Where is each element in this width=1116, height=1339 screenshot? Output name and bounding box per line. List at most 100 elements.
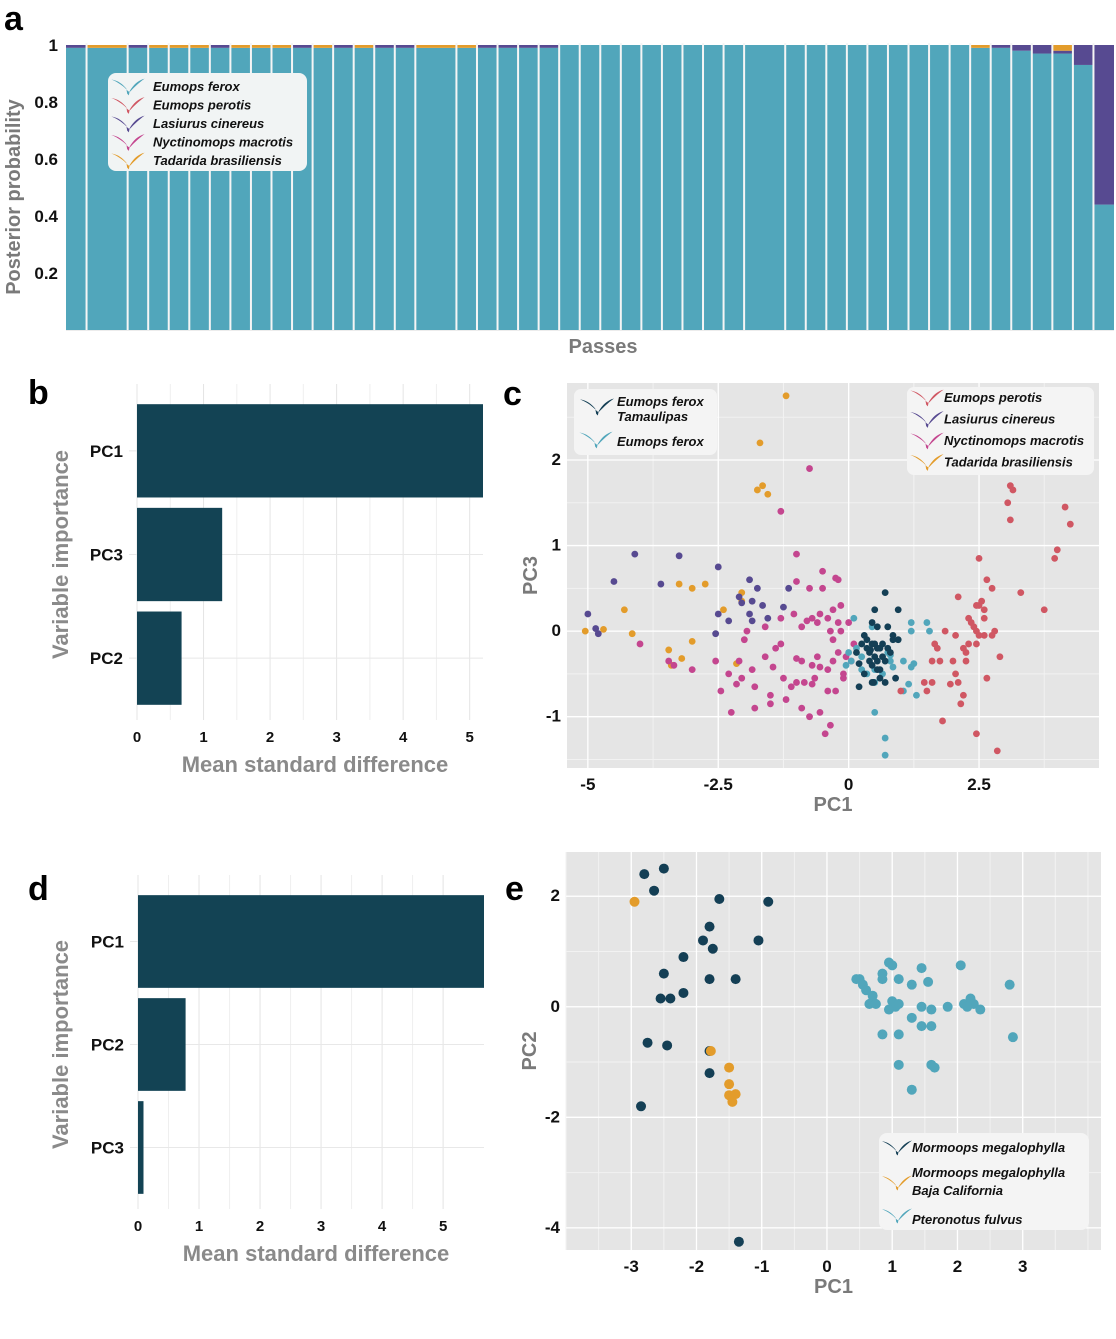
data-point	[642, 1037, 653, 1048]
bar-separator	[784, 43, 787, 330]
data-point	[1007, 1032, 1018, 1043]
data-point	[907, 619, 915, 626]
pass-bar	[393, 43, 416, 330]
bar-segment-lc	[66, 45, 87, 48]
bar-segment-lc	[209, 45, 231, 48]
data-point	[893, 1029, 904, 1040]
data-point	[829, 606, 837, 614]
bar-separator	[928, 43, 931, 330]
bar-segment-ef	[990, 47, 1012, 330]
bar-separator	[558, 43, 561, 330]
data-point	[863, 636, 871, 644]
bar-separator	[496, 43, 499, 330]
data-point	[871, 708, 879, 716]
legend-entry: Nyctinomops macrotis	[153, 135, 293, 150]
data-point	[877, 974, 888, 985]
data-point	[897, 687, 905, 695]
data-point	[876, 674, 884, 682]
data-point	[894, 606, 902, 614]
bar-segment-tb	[312, 45, 334, 48]
data-point	[873, 657, 881, 665]
bar-segment-ef	[456, 47, 477, 330]
data-point	[893, 999, 904, 1010]
x-tick-label: 1	[199, 729, 207, 746]
data-point	[657, 580, 665, 588]
bar-segment-lc	[497, 45, 519, 48]
x-tick-label: 2	[266, 729, 274, 746]
data-point	[725, 617, 733, 625]
data-point	[1004, 979, 1015, 990]
legend-entry: Eumops ferox	[617, 434, 704, 449]
y-tick-label: PC2	[91, 1036, 124, 1055]
x-tick-label: -3	[624, 1257, 639, 1276]
data-point	[735, 657, 743, 665]
data-point	[705, 1046, 716, 1056]
data-point	[1061, 503, 1069, 511]
data-point	[678, 655, 686, 662]
data-point	[756, 439, 764, 447]
data-point	[900, 657, 907, 665]
series-eumops-perotis	[897, 482, 1074, 755]
bar-separator	[969, 43, 972, 330]
bar-segment-ef	[497, 47, 519, 330]
bar-segment-tb	[970, 45, 991, 48]
bar-segment-lc	[374, 45, 395, 48]
data-point	[720, 606, 727, 614]
x-tick-label: -2.5	[704, 775, 733, 794]
bar-segment-lc	[394, 45, 416, 48]
data-point	[806, 584, 813, 592]
x-tick-label: 0	[134, 1218, 142, 1235]
data-point	[916, 1021, 927, 1032]
x-tick-label: -1	[754, 1257, 769, 1276]
legend-entry: Baja California	[912, 1183, 1003, 1198]
data-point	[845, 619, 853, 626]
data-point	[996, 653, 1004, 661]
data-point	[834, 649, 842, 656]
data-point	[923, 619, 931, 626]
data-point	[746, 610, 753, 618]
bar-segment-ef	[374, 47, 395, 330]
bar-separator	[393, 43, 396, 330]
data-point	[991, 627, 999, 635]
data-point	[780, 603, 787, 611]
series-mormoops-megalophylla-baja-california	[629, 896, 741, 1107]
data-point	[631, 550, 639, 558]
series-tadarida-brasiliensis	[581, 392, 790, 669]
data-point	[620, 606, 628, 614]
bar-separator	[804, 43, 807, 330]
data-point	[782, 696, 790, 703]
data-point	[957, 700, 965, 708]
data-point	[655, 993, 666, 1004]
panel-b-chart: PC1 PC3 PC2 0 1 2 3 4 5 Mean standard difference V…	[48, 384, 483, 777]
data-point	[759, 482, 766, 490]
data-point	[980, 606, 988, 614]
data-point	[798, 657, 806, 665]
x-axis-title: Mean standard difference	[183, 1241, 450, 1266]
data-point	[980, 614, 988, 622]
data-point	[787, 683, 795, 691]
bar-separator	[455, 43, 458, 330]
data-point	[724, 1079, 735, 1090]
data-point	[725, 670, 733, 678]
data-point	[928, 657, 936, 665]
y-tick-label: 0	[552, 621, 561, 640]
data-point	[933, 644, 941, 652]
x-tick-label: 0	[822, 1257, 831, 1276]
data-point	[772, 644, 780, 652]
pass-bar	[66, 45, 87, 330]
y-tick-label: 0.2	[34, 264, 58, 283]
pass-bar	[660, 43, 683, 330]
bar-separator	[825, 43, 828, 330]
data-point	[954, 679, 962, 686]
panel-b: b PC1 PC3 PC2 0 1 2 3 4 5 Mean standard differenc…	[28, 374, 483, 777]
data-point	[887, 960, 898, 971]
bar-segment-ef	[1093, 204, 1114, 330]
data-point	[581, 627, 589, 635]
data-point	[748, 666, 756, 674]
data-point	[738, 599, 746, 607]
data-point	[871, 640, 879, 648]
pass-bar	[969, 43, 991, 330]
data-point	[793, 578, 800, 585]
